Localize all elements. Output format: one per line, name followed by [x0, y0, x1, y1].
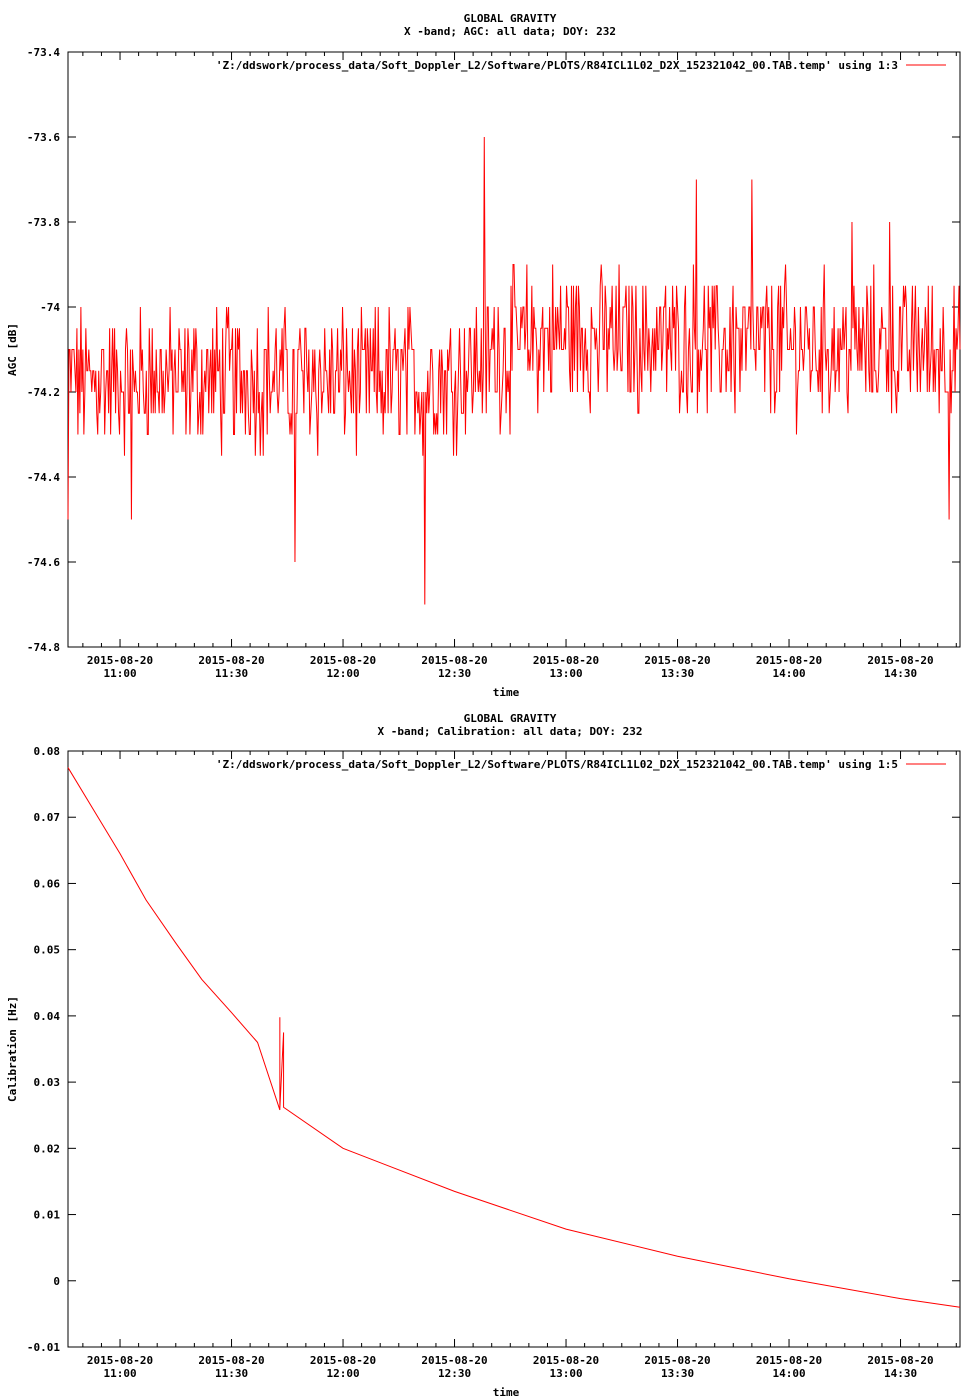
x-axis-label: time — [493, 686, 520, 699]
y-tick-label: -74.4 — [27, 471, 60, 484]
y-tick-label: -74 — [40, 301, 60, 314]
x-tick-time: 14:30 — [884, 667, 917, 680]
x-tick-time: 11:30 — [215, 667, 248, 680]
x-tick-date: 2015-08-20 — [756, 654, 822, 667]
x-tick-time: 12:00 — [326, 1367, 359, 1380]
y-tick-label: 0.01 — [34, 1209, 61, 1222]
x-tick-time: 11:30 — [215, 1367, 248, 1380]
y-tick-label: 0.06 — [34, 877, 61, 890]
y-tick-label: -0.01 — [27, 1341, 60, 1354]
x-tick-date: 2015-08-20 — [87, 1354, 153, 1367]
y-tick-label: 0.05 — [34, 944, 61, 957]
y-tick-label: 0.04 — [34, 1010, 61, 1023]
x-tick-date: 2015-08-20 — [533, 654, 599, 667]
x-tick-date: 2015-08-20 — [533, 1354, 599, 1367]
x-tick-time: 12:00 — [326, 667, 359, 680]
x-tick-time: 13:00 — [549, 1367, 582, 1380]
y-tick-label: -73.8 — [27, 216, 60, 229]
x-tick-time: 11:00 — [103, 667, 136, 680]
x-tick-time: 14:30 — [884, 1367, 917, 1380]
x-tick-time: 14:00 — [772, 667, 805, 680]
plot-frame — [67, 750, 961, 1348]
y-tick-label: 0.08 — [34, 745, 61, 758]
x-tick-date: 2015-08-20 — [756, 1354, 822, 1367]
chart-title: GLOBAL GRAVITY — [464, 712, 557, 725]
y-tick-label: -74.8 — [27, 641, 60, 654]
x-tick-time: 13:30 — [661, 1367, 694, 1380]
x-tick-date: 2015-08-20 — [310, 1354, 376, 1367]
y-tick-label: 0.03 — [34, 1076, 61, 1089]
x-tick-time: 13:00 — [549, 667, 582, 680]
chart-title: GLOBAL GRAVITY — [464, 12, 557, 25]
x-tick-date: 2015-08-20 — [198, 654, 264, 667]
y-tick-label: 0 — [53, 1275, 60, 1288]
y-tick-label: 0.02 — [34, 1142, 61, 1155]
y-tick-label: -73.4 — [27, 46, 60, 59]
series-line-1 — [67, 136, 961, 605]
y-tick-label: -74.2 — [27, 386, 60, 399]
x-tick-date: 2015-08-20 — [644, 1354, 710, 1367]
x-tick-date: 2015-08-20 — [867, 1354, 933, 1367]
y-tick-label: -73.6 — [27, 131, 60, 144]
x-tick-date: 2015-08-20 — [421, 654, 487, 667]
x-tick-time: 12:30 — [438, 1367, 471, 1380]
y-tick-label: 0.07 — [34, 811, 61, 824]
x-tick-date: 2015-08-20 — [867, 654, 933, 667]
series-line-2 — [67, 767, 961, 1308]
chart-subtitle: X -band; AGC: all data; DOY: 232 — [404, 25, 616, 38]
x-tick-date: 2015-08-20 — [87, 654, 153, 667]
x-tick-time: 14:00 — [772, 1367, 805, 1380]
x-tick-date: 2015-08-20 — [198, 1354, 264, 1367]
x-tick-time: 11:00 — [103, 1367, 136, 1380]
y-axis-label: Calibration [Hz] — [6, 996, 19, 1102]
x-axis-label: time — [493, 1386, 520, 1399]
x-tick-time: 13:30 — [661, 667, 694, 680]
y-axis-label: AGC [dB] — [6, 323, 19, 376]
legend-label: 'Z:/ddswork/process_data/Soft_Doppler_L2… — [216, 758, 898, 771]
chart-subtitle: X -band; Calibration: all data; DOY: 232 — [378, 725, 643, 738]
x-tick-time: 12:30 — [438, 667, 471, 680]
legend-label: 'Z:/ddswork/process_data/Soft_Doppler_L2… — [216, 59, 898, 72]
x-tick-date: 2015-08-20 — [310, 654, 376, 667]
x-tick-date: 2015-08-20 — [644, 654, 710, 667]
y-tick-label: -74.6 — [27, 556, 60, 569]
x-tick-date: 2015-08-20 — [421, 1354, 487, 1367]
